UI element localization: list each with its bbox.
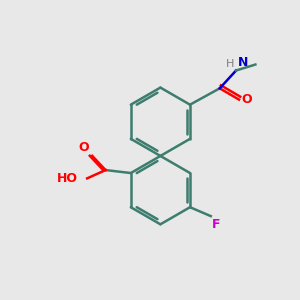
Text: H: H [226,59,235,69]
Text: O: O [242,93,252,106]
Text: O: O [79,141,89,154]
Text: F: F [212,218,221,231]
Text: N: N [238,56,248,69]
Text: HO: HO [57,172,78,185]
